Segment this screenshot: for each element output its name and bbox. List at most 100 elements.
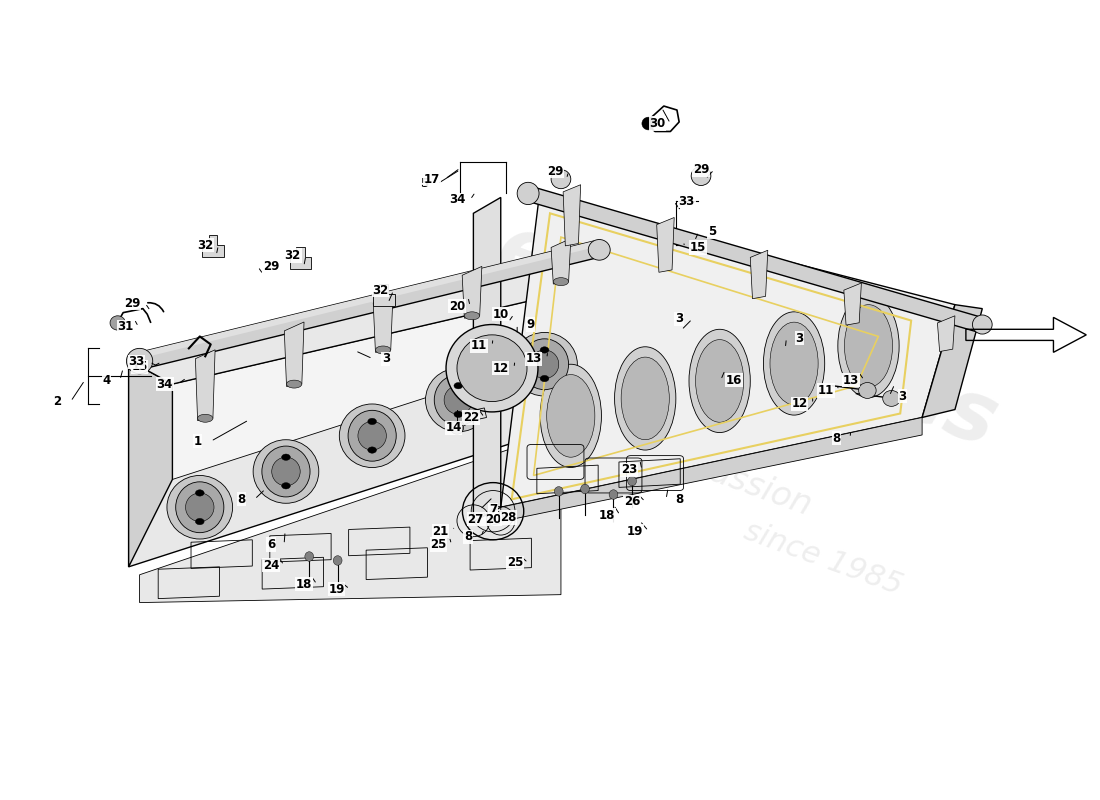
Text: 1: 1 xyxy=(194,435,201,448)
Text: 18: 18 xyxy=(598,509,615,522)
Ellipse shape xyxy=(186,493,214,522)
Text: 6: 6 xyxy=(267,538,275,551)
Text: 29: 29 xyxy=(693,163,710,176)
Ellipse shape xyxy=(375,346,390,354)
Text: 19: 19 xyxy=(627,525,644,538)
Ellipse shape xyxy=(110,316,125,330)
Ellipse shape xyxy=(838,294,899,398)
Ellipse shape xyxy=(176,482,224,533)
Ellipse shape xyxy=(454,411,463,418)
Ellipse shape xyxy=(339,404,405,467)
Text: 4: 4 xyxy=(102,374,111,386)
Ellipse shape xyxy=(547,374,595,457)
Polygon shape xyxy=(563,185,581,246)
Text: 17: 17 xyxy=(424,173,440,186)
Ellipse shape xyxy=(167,475,232,539)
Ellipse shape xyxy=(588,239,610,260)
Ellipse shape xyxy=(972,315,992,334)
Text: 26: 26 xyxy=(624,495,640,508)
Text: 25: 25 xyxy=(507,556,524,570)
Ellipse shape xyxy=(333,556,342,566)
Text: 5: 5 xyxy=(420,178,428,190)
Ellipse shape xyxy=(464,312,480,320)
Text: 29: 29 xyxy=(263,260,279,273)
Ellipse shape xyxy=(517,182,539,205)
Text: 8: 8 xyxy=(675,493,683,506)
Ellipse shape xyxy=(198,414,213,422)
Ellipse shape xyxy=(262,446,310,497)
Text: 32: 32 xyxy=(285,249,301,262)
Polygon shape xyxy=(373,284,395,306)
Text: 19: 19 xyxy=(329,582,344,595)
Ellipse shape xyxy=(454,382,463,389)
Text: 12: 12 xyxy=(493,362,509,374)
Ellipse shape xyxy=(282,482,290,489)
Ellipse shape xyxy=(540,346,549,353)
Ellipse shape xyxy=(859,382,876,398)
Text: 23: 23 xyxy=(620,463,637,477)
Ellipse shape xyxy=(554,486,563,496)
Ellipse shape xyxy=(434,374,483,426)
Ellipse shape xyxy=(763,312,825,415)
Text: 33: 33 xyxy=(679,195,695,208)
Text: 32: 32 xyxy=(197,238,213,251)
Ellipse shape xyxy=(444,386,473,414)
Text: 11: 11 xyxy=(817,384,834,397)
Text: 27: 27 xyxy=(468,513,484,526)
Text: since 1985: since 1985 xyxy=(740,517,906,601)
Polygon shape xyxy=(196,350,216,421)
Text: 10: 10 xyxy=(493,308,509,321)
Ellipse shape xyxy=(642,117,656,130)
Ellipse shape xyxy=(689,330,750,433)
Polygon shape xyxy=(937,316,955,351)
Ellipse shape xyxy=(450,422,463,434)
Polygon shape xyxy=(572,257,616,424)
Ellipse shape xyxy=(551,170,571,189)
Text: 22: 22 xyxy=(463,411,480,424)
Ellipse shape xyxy=(770,322,818,405)
Ellipse shape xyxy=(540,364,602,467)
Text: 5: 5 xyxy=(708,225,716,238)
Text: 20: 20 xyxy=(449,300,465,313)
Text: a passion: a passion xyxy=(656,437,816,522)
Ellipse shape xyxy=(609,490,618,499)
Text: 16: 16 xyxy=(726,374,742,386)
Text: 15: 15 xyxy=(131,360,147,373)
Ellipse shape xyxy=(540,375,549,382)
Polygon shape xyxy=(490,515,503,526)
Text: 24: 24 xyxy=(263,558,279,572)
Text: 3: 3 xyxy=(675,313,683,326)
Text: 14: 14 xyxy=(446,422,462,434)
Text: 29: 29 xyxy=(123,297,140,310)
Polygon shape xyxy=(140,241,594,370)
Polygon shape xyxy=(289,246,311,269)
Ellipse shape xyxy=(126,348,153,374)
Ellipse shape xyxy=(367,418,376,425)
Text: 33: 33 xyxy=(129,355,144,368)
Text: 15: 15 xyxy=(690,241,706,254)
Text: 13: 13 xyxy=(843,374,859,386)
Ellipse shape xyxy=(691,166,711,186)
Polygon shape xyxy=(551,238,571,284)
Ellipse shape xyxy=(628,476,637,486)
Ellipse shape xyxy=(553,278,569,286)
Ellipse shape xyxy=(348,410,396,461)
Polygon shape xyxy=(129,257,572,567)
Text: 3: 3 xyxy=(382,352,389,365)
Ellipse shape xyxy=(530,350,559,378)
Polygon shape xyxy=(462,266,482,318)
Ellipse shape xyxy=(272,457,300,486)
Text: 18: 18 xyxy=(296,578,312,591)
Text: 30: 30 xyxy=(649,117,666,130)
Text: 13: 13 xyxy=(526,352,541,365)
Polygon shape xyxy=(500,198,955,507)
Ellipse shape xyxy=(456,335,527,402)
Polygon shape xyxy=(140,241,594,358)
Text: 3: 3 xyxy=(899,390,906,402)
Polygon shape xyxy=(844,283,861,325)
Ellipse shape xyxy=(845,305,892,387)
Text: 21: 21 xyxy=(432,525,449,538)
Polygon shape xyxy=(129,360,173,567)
Text: 9: 9 xyxy=(526,318,535,331)
Ellipse shape xyxy=(695,340,744,422)
